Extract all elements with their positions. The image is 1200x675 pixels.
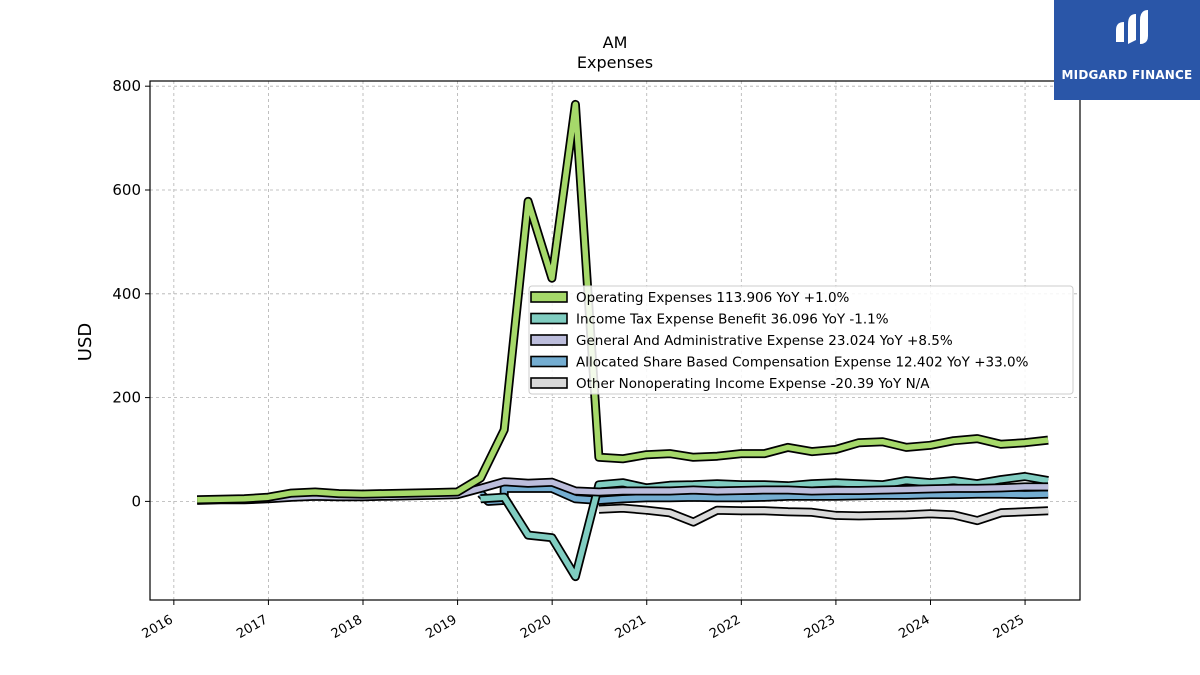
x-tick-label: 2020: [518, 612, 554, 642]
legend-swatch: [530, 355, 568, 368]
x-tick-label: 2018: [329, 612, 365, 642]
legend-label: Other Nonoperating Income Expense -20.39…: [576, 376, 930, 392]
y-axis-label: USD: [75, 323, 96, 361]
y-tick-label: 800: [112, 77, 141, 95]
legend-swatch: [530, 334, 568, 346]
series-line: [480, 473, 1049, 580]
brand-logo: MIDGARD FINANCE: [1054, 0, 1200, 100]
x-tick-label: 2016: [140, 612, 176, 642]
plot-frame: [149, 80, 1081, 601]
legend-swatch: [530, 312, 568, 325]
legend-label: Operating Expenses 113.906 YoY +1.0%: [576, 290, 850, 306]
legend-label: Allocated Share Based Compensation Expen…: [576, 355, 1029, 371]
legend-label: Income Tax Expense Benefit 36.096 YoY -1…: [576, 312, 889, 328]
series-line: [598, 505, 1049, 525]
series-layer: [196, 99, 1049, 582]
legend: Operating Expenses 113.906 YoY +1.0% Inco…: [528, 285, 1074, 395]
x-tick-label: 2024: [896, 612, 932, 642]
x-tick-label: 2025: [991, 612, 1027, 642]
y-tick-label: 600: [112, 181, 141, 199]
x-tick-label: 2023: [802, 612, 838, 642]
x-tick-label: 2022: [707, 612, 743, 642]
chart-title: AM: [603, 33, 628, 52]
x-tick-label: 2021: [613, 612, 649, 642]
legend-swatch: [530, 291, 568, 303]
series-line: [478, 485, 1049, 505]
y-tick-label: 200: [112, 389, 141, 407]
brand-mark-icon: [1116, 10, 1148, 44]
legend-swatch: [530, 377, 568, 389]
series-0: [197, 99, 1049, 505]
series-4: [598, 503, 1049, 527]
series-3: [477, 483, 1049, 506]
y-tick-label: 400: [112, 285, 141, 303]
legend-label: General And Administrative Expense 23.02…: [576, 333, 953, 349]
y-tick-label: 0: [131, 492, 141, 510]
legend-box: [528, 285, 1074, 395]
chart-subtitle: Expenses: [577, 53, 653, 72]
brand-name: MIDGARD FINANCE: [1061, 68, 1193, 82]
x-tick-label: 2017: [234, 612, 270, 642]
series-1: [480, 472, 1049, 582]
series-line: [197, 101, 1049, 503]
x-tick-label: 2019: [423, 612, 459, 642]
